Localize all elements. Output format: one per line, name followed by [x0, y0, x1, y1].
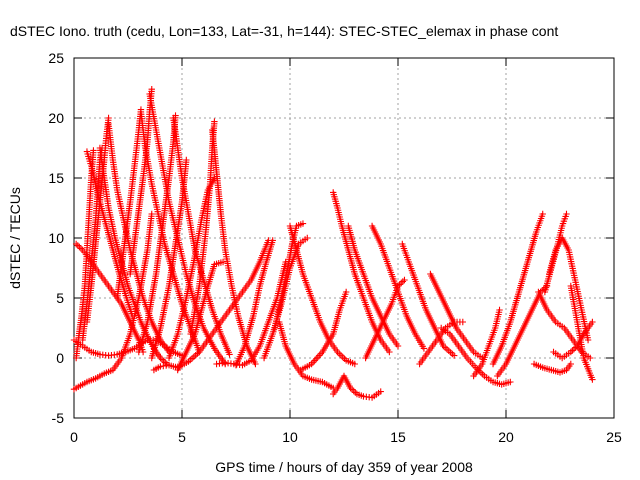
series-markers	[135, 112, 179, 356]
x-tick-label: 0	[70, 429, 78, 445]
data-series	[276, 318, 337, 392]
data-series	[150, 237, 272, 374]
data-series	[567, 282, 596, 383]
y-tick-label: 25	[48, 50, 64, 66]
data-series	[135, 112, 179, 356]
data-series	[114, 106, 145, 302]
data-series	[438, 324, 514, 388]
data-series	[530, 360, 574, 376]
data-series	[362, 276, 408, 362]
data-series	[489, 210, 546, 368]
data-series	[232, 237, 276, 369]
data-series	[165, 174, 218, 362]
data-series	[330, 372, 384, 401]
data-series	[70, 210, 155, 393]
series-markers	[530, 360, 574, 376]
data-series	[399, 240, 458, 359]
y-axis-label: dSTEC / TECUs	[7, 187, 23, 289]
series-markers	[276, 318, 337, 392]
x-tick-label: 15	[390, 429, 406, 445]
data-series	[72, 147, 97, 362]
y-tick-label: 0	[56, 350, 64, 366]
y-tick-label: 5	[56, 290, 64, 306]
series-markers	[427, 270, 486, 362]
chart-title: dSTEC Iono. truth (cedu, Lon=133, Lat=-3…	[10, 23, 558, 39]
y-tick-label: 20	[48, 110, 64, 126]
x-axis-label: GPS time / hours of day 359 of year 2008	[215, 459, 473, 475]
data-series	[148, 156, 190, 362]
series-markers	[330, 372, 384, 401]
x-tick-label: 25	[606, 429, 622, 445]
x-tick-label: 10	[282, 429, 298, 445]
y-tick-label: -5	[52, 410, 65, 426]
data-series	[260, 234, 311, 362]
axis-ticks: 0 5 10 15 20 25 -5 0 5 10 15 20 25	[48, 50, 622, 445]
data-series	[83, 114, 112, 326]
data-series	[427, 270, 486, 362]
series-markers	[399, 240, 458, 359]
data-series	[297, 288, 350, 374]
y-tick-label: 15	[48, 170, 64, 186]
x-tick-label: 5	[178, 429, 186, 445]
series-markers	[232, 237, 276, 369]
data-series	[546, 234, 592, 344]
series-markers	[546, 234, 592, 344]
data-series	[368, 222, 428, 352]
data-series	[213, 258, 289, 369]
y-tick-label: 10	[48, 230, 64, 246]
data-marks	[70, 86, 596, 401]
x-tick-label: 20	[498, 429, 514, 445]
series-markers	[567, 282, 596, 383]
data-series	[470, 306, 503, 380]
